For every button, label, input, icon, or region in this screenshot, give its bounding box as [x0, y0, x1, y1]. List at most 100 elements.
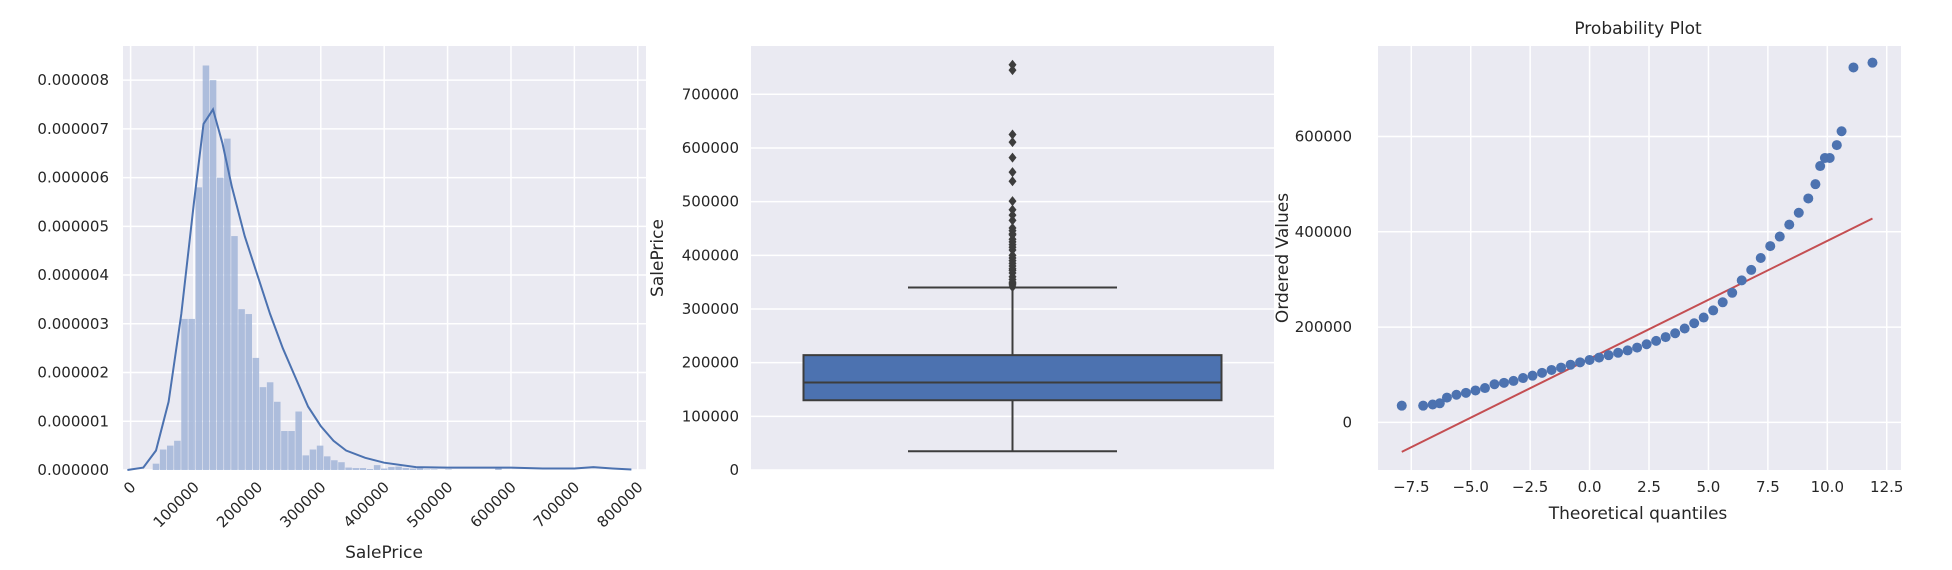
probability-x-axis-label: Theoretical quantiles — [1548, 504, 1728, 524]
histogram-bar — [281, 431, 288, 470]
histogram-bar — [216, 177, 224, 470]
histogram-bar — [252, 357, 260, 470]
outlier-marker — [1008, 167, 1017, 178]
histogram-x-tick-labels: 0 100000 200000 300000 400000 500000 600000 700… — [120, 478, 647, 531]
probability-plot-area — [1378, 46, 1901, 470]
histogram-bar — [495, 468, 502, 470]
histogram-bar — [309, 449, 317, 470]
probability-point — [1689, 318, 1700, 329]
fit-line — [1401, 217, 1873, 453]
boxplot-outliers — [1008, 59, 1017, 292]
probability-x-tick-labels: −7.5 −5.0 −2.5 0.0 2.5 5.0 7.5 10.0 12.5 — [1393, 478, 1903, 496]
histogram-bar — [181, 318, 188, 470]
histogram-bar — [395, 466, 402, 470]
probability-y-tick-label: 600000 — [1295, 128, 1352, 146]
outlier-marker — [1008, 176, 1017, 187]
probability-x-tick-label: −7.5 — [1393, 478, 1429, 496]
histogram-bar — [166, 445, 174, 470]
histogram-bar — [381, 468, 388, 470]
probability-point — [1670, 328, 1681, 339]
probability-x-tick-label: 0.0 — [1578, 478, 1602, 496]
histogram-bar — [288, 431, 295, 470]
boxplot-y-axis-label: SalePrice — [648, 219, 668, 297]
probability-point — [1746, 264, 1757, 275]
histogram-bar — [174, 440, 181, 470]
boxplot-panel: 0 100000 200000 300000 400000 500000 600000 700… — [648, 46, 1274, 479]
histogram-x-tick-label: 200000 — [213, 478, 266, 531]
histogram-y-tick-label: 0.000004 — [37, 266, 109, 284]
probability-point — [1451, 389, 1462, 400]
boxplot-y-tick-label: 700000 — [682, 85, 739, 103]
histogram-bar — [295, 411, 302, 470]
probability-point — [1508, 375, 1519, 386]
histogram-y-tick-label: 0.000002 — [37, 364, 109, 382]
kde-curve — [127, 106, 632, 471]
histogram-bar — [266, 382, 274, 470]
probability-point — [1824, 152, 1835, 163]
outlier-marker — [1008, 204, 1017, 215]
histogram-bar — [159, 449, 167, 470]
probability-point — [1527, 370, 1538, 381]
histogram-bar — [195, 187, 203, 471]
histogram-bar — [224, 138, 231, 470]
histogram-y-tick-label: 0.000001 — [37, 412, 109, 430]
outlier-marker — [1008, 210, 1017, 221]
histogram-bar — [416, 467, 424, 470]
probability-point — [1622, 345, 1633, 356]
histogram-y-tick-labels: 0.000000 0.000001 0.000002 0.000003 0.000004… — [37, 71, 109, 479]
boxplot-y-tick-label: 600000 — [682, 139, 739, 157]
probability-point — [1641, 339, 1652, 350]
outlier-marker — [1008, 152, 1017, 163]
histogram-bar — [245, 314, 253, 470]
histogram-x-tick-label: 800000 — [593, 478, 646, 531]
boxplot-y-tick-labels: 0 100000 200000 300000 400000 500000 600000 700… — [682, 85, 739, 479]
histogram-bar — [274, 401, 281, 470]
histogram-bar — [231, 236, 238, 470]
boxplot-y-tick-label: 300000 — [682, 300, 739, 318]
probability-y-axis-label: Ordered Values — [1273, 193, 1293, 323]
probability-point — [1603, 350, 1614, 361]
boxplot-y-tick-label: 200000 — [682, 354, 739, 372]
histogram-y-tick-label: 0.000000 — [37, 461, 109, 479]
probability-y-tick-label: 200000 — [1295, 318, 1352, 336]
boxplot-y-tick-label: 0 — [729, 461, 739, 479]
probability-x-tick-label: 12.5 — [1870, 478, 1903, 496]
histogram-bar — [338, 462, 345, 470]
boxplot-y-tick-label: 400000 — [682, 246, 739, 264]
probability-point — [1632, 342, 1643, 353]
probability-point — [1498, 377, 1509, 388]
histogram-bar — [409, 468, 417, 470]
probability-y-tick-label: 0 — [1342, 413, 1352, 431]
outlier-marker — [1008, 250, 1017, 261]
probability-point — [1848, 62, 1859, 73]
probability-point — [1727, 287, 1738, 298]
probability-point — [1489, 379, 1500, 390]
probability-point — [1831, 140, 1842, 151]
histogram-bar — [366, 469, 374, 470]
histogram-y-tick-label: 0.000007 — [37, 120, 109, 138]
outlier-marker — [1008, 215, 1017, 226]
histogram-x-tick-label: 0 — [120, 478, 139, 497]
probability-x-tick-label: 7.5 — [1756, 478, 1780, 496]
boxplot-y-tick-label: 500000 — [682, 193, 739, 211]
probability-plot-title: Probability Plot — [1574, 19, 1702, 39]
probability-point — [1736, 275, 1747, 286]
histogram-bar — [238, 309, 245, 470]
probability-point — [1755, 253, 1766, 263]
probability-point — [1556, 362, 1567, 373]
probability-x-tick-label: 10.0 — [1811, 478, 1844, 496]
outlier-marker — [1008, 137, 1017, 148]
histogram-x-tick-label: 700000 — [530, 478, 583, 531]
probability-point — [1793, 207, 1804, 218]
histogram-y-tick-label: 0.000005 — [37, 217, 109, 235]
probability-point — [1867, 57, 1878, 68]
probability-point — [1717, 297, 1728, 308]
probability-point — [1815, 161, 1826, 172]
histogram-x-tick-label: 600000 — [467, 478, 520, 531]
probability-x-tick-label: 2.5 — [1637, 478, 1661, 496]
histogram-y-tick-label: 0.000006 — [37, 169, 109, 187]
histogram-bar — [209, 80, 217, 471]
histogram-bars — [152, 65, 502, 471]
histogram-bar — [259, 387, 267, 470]
